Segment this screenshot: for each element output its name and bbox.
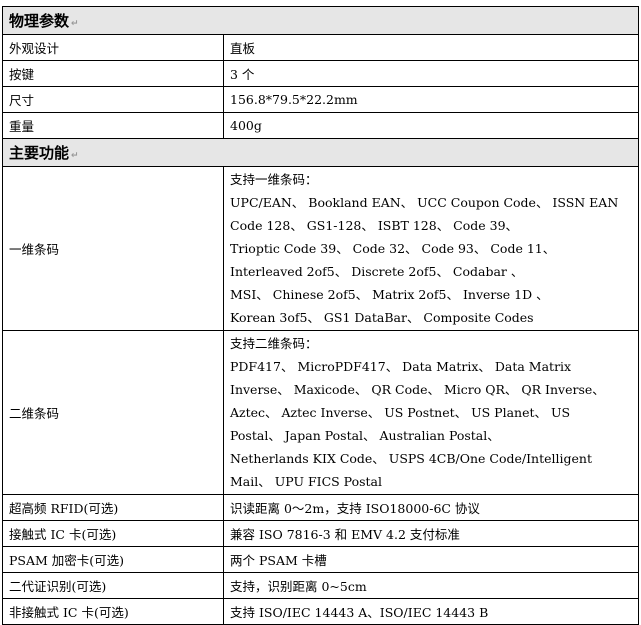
row-key: 二维条码 (2, 330, 224, 495)
section-title: 物理参数 ↵ (2, 6, 639, 35)
spec-table: 物理参数 ↵ 外观设计 直板 按键 3 个 尺寸 156.8*79.5*22.2mm 重… (2, 6, 639, 625)
section-title: 主要功能 ↵ (2, 138, 639, 167)
table-row: 二代证识别(可选) 支持，识别距离 0~5cm (2, 572, 639, 599)
section-title-text: 主要功能 (9, 144, 70, 162)
text-line: 支持二维条码： (230, 336, 318, 351)
row-value: 支持，识别距离 0~5cm (223, 572, 639, 599)
row-key: 二代证识别(可选) (2, 572, 224, 599)
row-key: 按键 (2, 60, 224, 87)
text-line: Code 128、 GS1-128、 ISBT 128、 Code 39、 (230, 218, 519, 233)
row-value: 直板 (223, 34, 639, 61)
text-line: 支持一维条码： (230, 172, 318, 187)
text-line: Inverse、 Maxicode、 QR Code、 Micro QR、 QR… (230, 382, 605, 397)
row-value: 支持一维条码： UPC/EAN、 Bookland EAN、 UCC Coupo… (223, 166, 639, 331)
text-line: Postal、 Japan Postal、 Australian Postal、 (230, 428, 500, 443)
table-row-1d-barcodes: 一维条码 支持一维条码： UPC/EAN、 Bookland EAN、 UCC … (2, 166, 639, 331)
table-row: 外观设计 直板 (2, 34, 639, 61)
row-value: 支持 ISO/IEC 14443 A、ISO/IEC 14443 B (223, 598, 639, 625)
table-row: 接触式 IC 卡(可选) 兼容 ISO 7816-3 和 EMV 4.2 支付标准 (2, 520, 639, 547)
table-row: PSAM 加密卡(可选) 两个 PSAM 卡槽 (2, 546, 639, 573)
paragraph-mark-icon: ↵ (71, 19, 79, 29)
table-row-2d-barcodes: 二维条码 支持二维条码： PDF417、 MicroPDF417、 Data M… (2, 330, 639, 495)
table-row: 超高频 RFID(可选) 识读距离 0～2m，支持 ISO18000-6C 协议 (2, 494, 639, 521)
row-value: 400g (223, 112, 639, 139)
row-value: 识读距离 0～2m，支持 ISO18000-6C 协议 (223, 494, 639, 521)
text-line: Aztec、 Aztec Inverse、 US Postnet、 US Pla… (230, 405, 571, 420)
row-value: 156.8*79.5*22.2mm (223, 86, 639, 113)
row-key: 尺寸 (2, 86, 224, 113)
paragraph-mark-icon: ↵ (71, 151, 79, 161)
section-title-text: 物理参数 (9, 12, 70, 30)
section-header-functions: 主要功能 ↵ (2, 138, 639, 167)
row-key: PSAM 加密卡(可选) (2, 546, 224, 573)
text-line: Korean 3of5、 GS1 DataBar、 Composite Code… (230, 310, 534, 325)
text-line: Mail、 UPU FICS Postal (230, 474, 382, 489)
row-value: 支持二维条码： PDF417、 MicroPDF417、 Data Matrix… (223, 330, 639, 495)
row-key: 外观设计 (2, 34, 224, 61)
table-row: 重量 400g (2, 112, 639, 139)
row-key: 接触式 IC 卡(可选) (2, 520, 224, 547)
row-value: 兼容 ISO 7816-3 和 EMV 4.2 支付标准 (223, 520, 639, 547)
section-header-physical: 物理参数 ↵ (2, 6, 639, 35)
row-key: 重量 (2, 112, 224, 139)
row-key: 一维条码 (2, 166, 224, 331)
row-value: 3 个 (223, 60, 639, 87)
text-line: Interleaved 2of5、 Discrete 2of5、 Codabar… (230, 264, 524, 279)
text-line: UPC/EAN、 Bookland EAN、 UCC Coupon Code、 … (230, 195, 619, 210)
text-line: MSI、 Chinese 2of5、 Matrix 2of5、 Inverse … (230, 287, 549, 302)
table-row: 尺寸 156.8*79.5*22.2mm (2, 86, 639, 113)
table-row: 按键 3 个 (2, 60, 639, 87)
text-line: Netherlands KIX Code、 USPS 4CB/One Code/… (230, 451, 592, 466)
row-key: 超高频 RFID(可选) (2, 494, 224, 521)
row-value: 两个 PSAM 卡槽 (223, 546, 639, 573)
text-line: PDF417、 MicroPDF417、 Data Matrix、 Data M… (230, 359, 572, 374)
row-key: 非接触式 IC 卡(可选) (2, 598, 224, 625)
table-row: 非接触式 IC 卡(可选) 支持 ISO/IEC 14443 A、ISO/IEC … (2, 598, 639, 625)
text-line: Trioptic Code 39、 Code 32、 Code 93、 Code… (230, 241, 556, 256)
